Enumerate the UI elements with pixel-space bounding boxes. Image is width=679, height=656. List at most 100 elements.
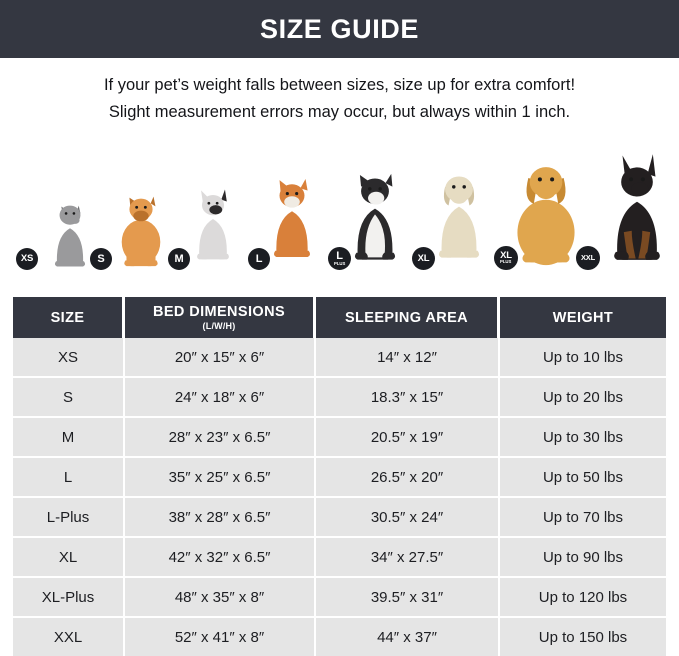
cell-sleeping_area-text: 18.3″ x 15″	[370, 388, 444, 406]
cell-size: XL-Plus	[13, 578, 125, 616]
size-badge-L: L	[248, 248, 270, 270]
cell-weight-text: Up to 90 lbs	[542, 548, 624, 566]
column-header-weight: WEIGHT	[500, 297, 666, 338]
cell-weight-text: Up to 120 lbs	[538, 588, 628, 606]
size-badge-sub-label: PLUS	[500, 259, 512, 265]
size-badge-sub-label: PLUS	[333, 261, 346, 267]
cell-sleeping_area-text: 26.5″ x 20″	[370, 468, 444, 486]
column-header-weight-label: WEIGHT	[552, 309, 614, 326]
cell-dimensions: 48″ x 35″ x 8″	[125, 578, 316, 616]
intro-line-1: If your pet’s weight falls between sizes…	[103, 76, 576, 94]
pet-illustration-grey-cat-sitting	[48, 196, 92, 270]
column-header-bed-dimensions-label: BED DIMENSIONS	[152, 304, 286, 320]
page-header: SIZE GUIDE	[0, 0, 679, 58]
cell-sleeping_area: 14″ x 12″	[316, 338, 500, 376]
size-badge-L-PLUS: L PLUS	[328, 247, 351, 270]
table-row: XL-Plus 48″ x 35″ x 8″ 39.5″ x 31″ Up to 12…	[13, 578, 666, 618]
size-badge-M: M	[168, 248, 190, 270]
size-badge-main-label: XS	[20, 253, 34, 265]
cell-dimensions-text: 20″ x 15″ x 6″	[174, 348, 265, 366]
cell-size-text: M	[61, 428, 75, 446]
pet-illustration-golden-retriever-sitting	[512, 150, 580, 270]
cell-weight: Up to 50 lbs	[500, 458, 666, 496]
size-badge-XL-PLUS: XL PLUS	[494, 246, 518, 270]
cell-dimensions-text: 38″ x 28″ x 6.5″	[168, 508, 271, 526]
size-table: SIZE BED DIMENSIONS (L/W/H) SLEEPING ARE…	[13, 297, 666, 656]
cell-sleeping_area: 20.5″ x 19″	[316, 418, 500, 456]
size-badge-main-label: L	[336, 249, 343, 262]
column-header-sleeping-area-label: SLEEPING AREA	[344, 309, 469, 326]
size-badge-main-label: XL	[417, 252, 430, 264]
cell-weight: Up to 150 lbs	[500, 618, 666, 656]
cell-sleeping_area: 18.3″ x 15″	[316, 378, 500, 416]
cell-size: XS	[13, 338, 125, 376]
cell-weight: Up to 90 lbs	[500, 538, 666, 576]
size-badge-S: S	[90, 248, 112, 270]
pet-lineup: XS S M L L PLUS XL XL PLUS XXL	[0, 142, 679, 270]
cell-size-text: XXL	[53, 628, 83, 646]
size-badge-main-label: XL	[500, 249, 512, 261]
cell-dimensions: 42″ x 32″ x 6.5″	[125, 538, 316, 576]
pet-illustration-pomeranian-sitting	[116, 188, 166, 270]
cell-weight-text: Up to 50 lbs	[542, 468, 624, 486]
size-badge-XXL: XXL	[576, 246, 600, 270]
size-badge-main-label: M	[174, 252, 184, 265]
cell-weight-text: Up to 30 lbs	[542, 428, 624, 446]
cell-size: S	[13, 378, 125, 416]
cell-size-text: XL	[58, 548, 78, 566]
cell-dimensions: 20″ x 15″ x 6″	[125, 338, 316, 376]
cell-dimensions-text: 42″ x 32″ x 6.5″	[168, 548, 271, 566]
cell-dimensions: 52″ x 41″ x 8″	[125, 618, 316, 656]
intro-line-2: Slight measurement errors may occur, but…	[108, 103, 571, 121]
cell-dimensions-text: 52″ x 41″ x 8″	[174, 628, 265, 646]
size-badge-main-label: L	[255, 252, 263, 265]
cell-size-text: XL-Plus	[41, 588, 95, 606]
pet-illustration-french-bulldog-sitting	[190, 178, 236, 270]
cell-sleeping_area-text: 39.5″ x 31″	[370, 588, 444, 606]
cell-size: XXL	[13, 618, 125, 656]
table-row: S 24″ x 18″ x 6″ 18.3″ x 15″ Up to 20 lbs	[13, 378, 666, 418]
column-header-bed-dimensions-sub: (L/W/H)	[202, 321, 236, 331]
cell-sleeping_area: 44″ x 37″	[316, 618, 500, 656]
table-row: XXL 52″ x 41″ x 8″ 44″ x 37″ Up to 150 lbs	[13, 618, 666, 656]
cell-weight: Up to 70 lbs	[500, 498, 666, 536]
column-header-bed-dimensions: BED DIMENSIONS (L/W/H)	[125, 297, 316, 338]
column-header-size-label: SIZE	[50, 309, 85, 326]
cell-weight: Up to 30 lbs	[500, 418, 666, 456]
cell-sleeping_area: 26.5″ x 20″	[316, 458, 500, 496]
cell-dimensions: 38″ x 28″ x 6.5″	[125, 498, 316, 536]
cell-size-text: L-Plus	[46, 508, 90, 526]
column-header-sleeping-area: SLEEPING AREA	[316, 297, 500, 338]
pet-illustration-shiba-inu-sitting	[266, 164, 318, 270]
cell-dimensions: 28″ x 23″ x 6.5″	[125, 418, 316, 456]
table-row: XL 42″ x 32″ x 6.5″ 34″ x 27.5″ Up to 90 lb…	[13, 538, 666, 578]
cell-dimensions: 24″ x 18″ x 6″	[125, 378, 316, 416]
pet-illustration-border-collie-sitting	[346, 160, 404, 270]
cell-size: L-Plus	[13, 498, 125, 536]
pet-illustration-labrador-retriever-sitting	[430, 156, 488, 270]
cell-size-text: XS	[57, 348, 78, 366]
table-row: XS 20″ x 15″ x 6″ 14″ x 12″ Up to 10 lbs	[13, 338, 666, 378]
size-badge-main-label: S	[97, 252, 105, 265]
cell-weight-text: Up to 10 lbs	[542, 348, 624, 366]
size-badge-XL: XL	[412, 247, 435, 270]
cell-dimensions-text: 28″ x 23″ x 6.5″	[168, 428, 271, 446]
pet-illustration-doberman-sitting	[604, 148, 670, 270]
cell-sleeping_area: 34″ x 27.5″	[316, 538, 500, 576]
cell-sleeping_area-text: 20.5″ x 19″	[370, 428, 444, 446]
table-row: L 35″ x 25″ x 6.5″ 26.5″ x 20″ Up to 50 lbs	[13, 458, 666, 498]
table-row: M 28″ x 23″ x 6.5″ 20.5″ x 19″ Up to 30 lbs	[13, 418, 666, 458]
cell-sleeping_area: 30.5″ x 24″	[316, 498, 500, 536]
cell-size: XL	[13, 538, 125, 576]
cell-size: M	[13, 418, 125, 456]
table-header-row: SIZE BED DIMENSIONS (L/W/H) SLEEPING ARE…	[13, 297, 666, 338]
cell-weight-text: Up to 150 lbs	[538, 628, 628, 646]
cell-sleeping_area-text: 34″ x 27.5″	[370, 548, 444, 566]
size-badge-XS: XS	[16, 248, 38, 270]
cell-size-text: L	[63, 468, 73, 486]
page-title: SIZE GUIDE	[259, 13, 420, 44]
cell-dimensions: 35″ x 25″ x 6.5″	[125, 458, 316, 496]
table-row: L-Plus 38″ x 28″ x 6.5″ 30.5″ x 24″ Up to 7…	[13, 498, 666, 538]
cell-size: L	[13, 458, 125, 496]
cell-sleeping_area-text: 44″ x 37″	[377, 628, 437, 646]
